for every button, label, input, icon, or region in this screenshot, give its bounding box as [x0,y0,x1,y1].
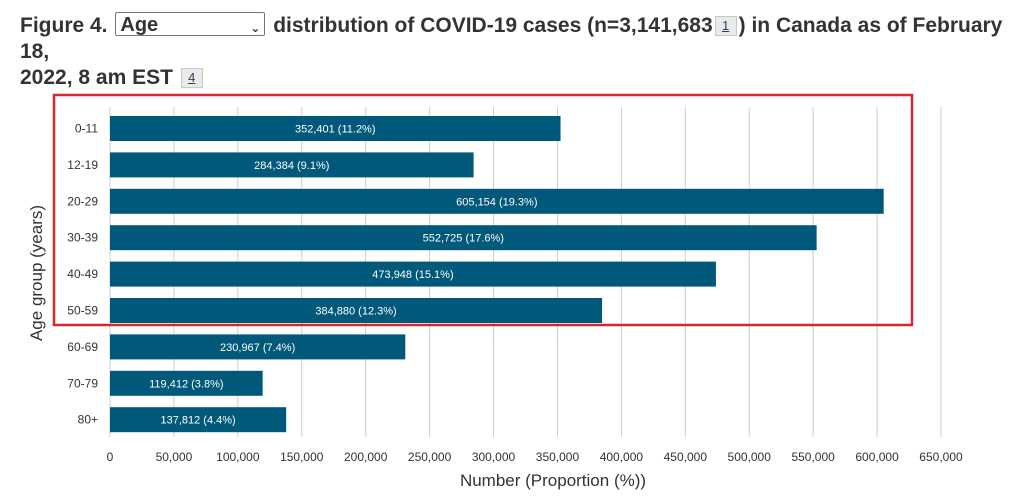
x-tick-label: 550,000 [791,450,835,464]
x-tick-label: 650,000 [919,450,963,464]
highlight-box [52,93,914,327]
distribution-type-value: Age [120,14,159,36]
bar-data-label: 284,384 (9.1%) [254,160,329,172]
bar-data-label: 119,412 (3.8%) [149,378,223,390]
bar[interactable] [110,116,561,141]
y-tick-labels: 0-11 12-19 20-29 30-39 40-49 50-59 60-69 70-79 8… [67,122,98,427]
y-tick-label: 70-79 [67,376,98,390]
footnote-link-1[interactable]: 1 [714,16,737,36]
title-text-part2: ) in Canada as of February 18, [20,14,1003,63]
bar[interactable] [110,370,263,396]
y-tick-label: 40-49 [67,267,98,281]
chevron-down-icon: ⌄ [250,21,261,35]
y-tick-label: 30-39 [67,231,98,245]
x-tick-label: 600,000 [855,450,899,464]
bars: 352,401 (11.2%) 284,384 (9.1%) 605,154 (19… [110,116,884,433]
bar[interactable] [110,407,287,433]
y-tick-label: 60-69 [67,340,98,354]
x-tick-label: 300,000 [472,450,516,464]
bar-data-label: 552,725 (17.6%) [423,233,504,245]
x-tick-label: 500,000 [728,450,772,464]
x-tick-label: 250,000 [408,450,452,464]
bar[interactable] [110,261,716,287]
bar-data-label: 352,401 (11.2%) [295,124,376,136]
y-tick-label: 0-11 [75,122,98,136]
x-tick-label: 0 [107,450,114,464]
bar[interactable] [110,152,474,178]
title-text-part1: distribution of COVID-19 cases (n=3,141,… [273,14,713,37]
footnote-link-4[interactable]: 4 [180,68,203,88]
x-tick-label: 100,000 [216,450,260,464]
figure-title: Figure 4. Age ⌄ distribution of COVID-19… [20,12,1025,91]
figure-prefix: Figure 4. [20,14,108,37]
x-tick-label: 150,000 [280,450,324,464]
y-tick-label: 12-19 [67,158,98,172]
bar-data-label: 473,948 (15.1%) [372,269,453,281]
y-tick-label: 50-59 [67,304,98,318]
x-tick-label: 450,000 [664,450,708,464]
title-text-line2: 2022, 8 am EST [20,66,173,89]
x-axis-title: Number (Proportion (%)) [460,471,646,490]
bar[interactable] [110,334,406,360]
distribution-type-select[interactable]: Age ⌄ [115,12,266,36]
bar-data-label: 605,154 (19.3%) [456,196,537,208]
x-tick-labels: 0 50,000 100,000 150,000 200,000 250,000 300,0… [107,450,963,464]
y-tick-label: 80+ [78,413,98,427]
x-tick-label: 50,000 [156,450,193,464]
y-tick-label: 20-29 [67,194,98,208]
x-tick-label: 350,000 [536,450,580,464]
x-tick-label: 200,000 [344,450,388,464]
bar[interactable] [110,188,884,214]
x-tick-label: 400,000 [600,450,644,464]
bar[interactable] [110,298,603,323]
bar-data-label: 230,967 (7.4%) [220,342,295,354]
y-axis-title: Age group (years) [27,205,46,341]
bar-data-label: 137,812 (4.4%) [160,415,235,427]
bar[interactable] [110,225,817,251]
bar-data-label: 384,880 (12.3%) [315,306,396,318]
